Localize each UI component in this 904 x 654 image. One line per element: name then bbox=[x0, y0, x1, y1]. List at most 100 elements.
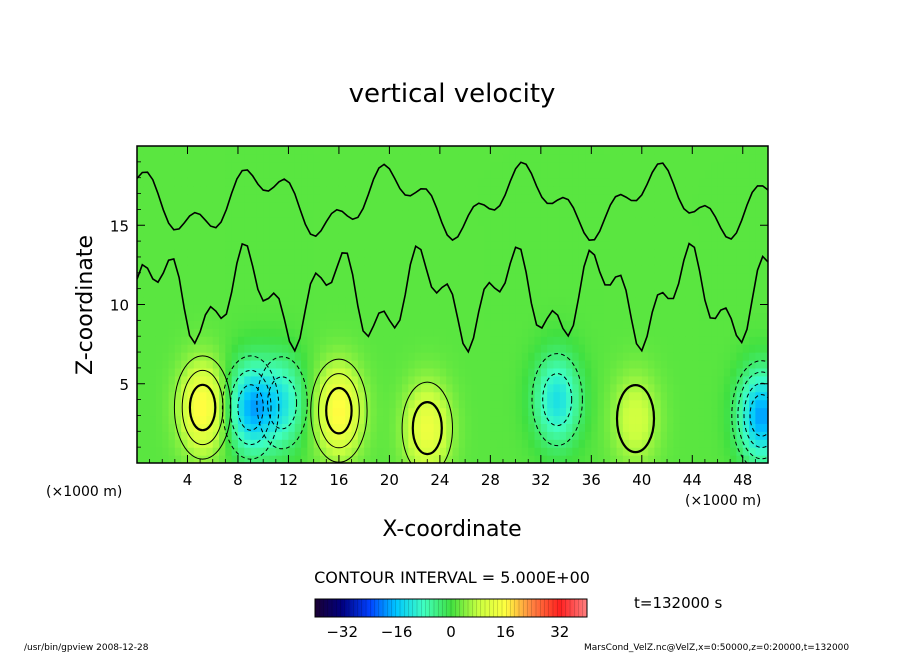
field-cell bbox=[622, 209, 630, 218]
field-cell bbox=[370, 209, 378, 218]
field-cell bbox=[698, 272, 706, 282]
field-cell bbox=[723, 272, 731, 282]
field-cell bbox=[237, 193, 245, 203]
field-cell bbox=[376, 146, 384, 155]
field-cell bbox=[307, 169, 315, 179]
field-cell bbox=[187, 320, 195, 329]
field-cell bbox=[540, 146, 548, 155]
field-cell bbox=[730, 169, 738, 179]
field-cell bbox=[622, 359, 630, 369]
field-cell bbox=[420, 177, 428, 187]
field-cell bbox=[547, 304, 555, 314]
field-cell bbox=[338, 146, 346, 155]
field-cell bbox=[250, 256, 258, 266]
field-cell bbox=[502, 423, 510, 432]
field-cell bbox=[162, 415, 170, 424]
field-cell bbox=[313, 185, 321, 195]
field-cell bbox=[585, 288, 592, 298]
field-cell bbox=[351, 161, 359, 171]
field-cell bbox=[521, 249, 529, 258]
field-cell bbox=[231, 391, 239, 401]
field-cell bbox=[629, 256, 637, 266]
field-cell bbox=[692, 328, 700, 337]
field-cell bbox=[376, 359, 384, 369]
field-cell bbox=[730, 344, 738, 353]
field-cell bbox=[585, 193, 592, 203]
field-cell bbox=[364, 328, 372, 337]
field-cell bbox=[484, 209, 491, 218]
field-cell bbox=[237, 233, 245, 242]
field-cell bbox=[187, 383, 195, 393]
field-cell bbox=[578, 423, 586, 432]
field-cell bbox=[256, 391, 264, 401]
field-cell bbox=[622, 296, 630, 306]
field-cell bbox=[364, 407, 372, 417]
field-cell bbox=[660, 328, 668, 337]
field-cell bbox=[660, 272, 668, 282]
field-cell bbox=[402, 161, 409, 171]
field-cell bbox=[559, 201, 567, 211]
field-cell bbox=[742, 375, 750, 385]
field-cell bbox=[616, 367, 624, 377]
field-cell bbox=[408, 415, 416, 424]
field-cell bbox=[597, 241, 605, 250]
field-cell bbox=[237, 344, 245, 353]
field-cell bbox=[585, 185, 592, 195]
field-cell bbox=[250, 352, 258, 361]
field-cell bbox=[402, 431, 409, 440]
field-cell bbox=[231, 367, 239, 377]
field-cell bbox=[761, 455, 768, 463]
field-cell bbox=[578, 217, 586, 226]
field-cell bbox=[282, 264, 290, 274]
field-cell bbox=[667, 209, 674, 218]
field-cell bbox=[749, 352, 756, 361]
field-cell bbox=[515, 241, 523, 250]
field-cell bbox=[616, 225, 624, 234]
field-cell bbox=[723, 423, 731, 432]
field-cell bbox=[357, 336, 365, 345]
field-cell bbox=[610, 161, 618, 171]
field-cell bbox=[458, 185, 466, 195]
field-cell bbox=[540, 233, 548, 242]
field-cell bbox=[389, 328, 397, 337]
field-cell bbox=[547, 209, 555, 218]
field-cell bbox=[528, 225, 536, 234]
field-cell bbox=[326, 256, 334, 266]
field-cell bbox=[629, 153, 637, 163]
field-cell bbox=[597, 280, 605, 290]
field-cell bbox=[212, 288, 220, 298]
field-cell bbox=[749, 288, 756, 298]
field-cell bbox=[200, 169, 208, 179]
field-cell bbox=[307, 296, 315, 306]
field-cell bbox=[345, 161, 353, 171]
field-cell bbox=[578, 177, 586, 187]
field-cell bbox=[446, 399, 454, 409]
field-cell bbox=[635, 304, 643, 314]
field-cell bbox=[723, 407, 731, 417]
field-cell bbox=[660, 375, 668, 385]
field-cell bbox=[471, 217, 479, 226]
field-cell bbox=[534, 161, 542, 171]
field-cell bbox=[452, 320, 460, 329]
field-cell bbox=[250, 336, 258, 345]
field-cell bbox=[660, 296, 668, 306]
field-cell bbox=[326, 359, 334, 369]
field-cell bbox=[383, 217, 390, 226]
field-cell bbox=[282, 359, 290, 369]
field-cell bbox=[376, 439, 384, 448]
field-cell bbox=[155, 312, 163, 321]
field-cell bbox=[263, 272, 271, 282]
field-cell bbox=[597, 391, 605, 401]
field-cell bbox=[256, 304, 264, 314]
field-cell bbox=[465, 296, 473, 306]
field-cell bbox=[654, 241, 662, 250]
field-cell bbox=[395, 280, 403, 290]
field-cell bbox=[509, 304, 517, 314]
field-cell bbox=[572, 344, 580, 353]
field-cell bbox=[534, 249, 542, 258]
field-cell bbox=[692, 177, 700, 187]
field-cell bbox=[553, 415, 561, 424]
field-cell bbox=[610, 272, 618, 282]
field-cell bbox=[679, 375, 687, 385]
field-cell bbox=[704, 288, 712, 298]
